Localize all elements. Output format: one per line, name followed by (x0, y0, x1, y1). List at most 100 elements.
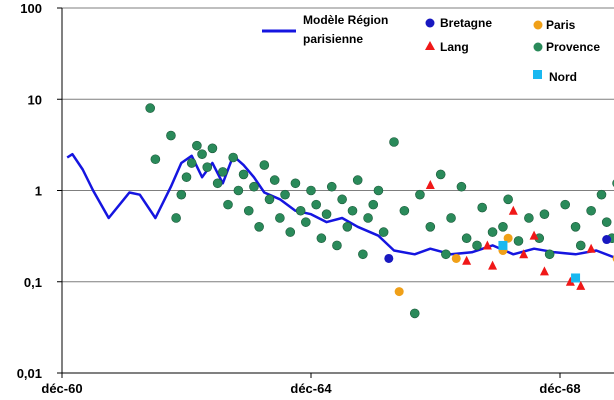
legend-nord-label: Nord (549, 70, 577, 84)
provence-point (441, 249, 451, 260)
provence-point (487, 227, 498, 237)
x-tick-label: déc-68 (539, 381, 580, 396)
lang-point (488, 260, 498, 270)
provence-point (171, 213, 181, 223)
legend-model-label-line1: Modèle Région (303, 13, 388, 27)
provence-point (415, 189, 425, 200)
lang-point (425, 179, 435, 189)
legend-lang-marker (425, 41, 435, 50)
provence-point (223, 199, 233, 210)
legend: Modèle Région parisienne Bretagne Paris … (262, 13, 600, 84)
provence-point (145, 103, 155, 113)
provence-point (192, 140, 202, 151)
provence-point (197, 149, 207, 159)
provence-point (575, 240, 586, 251)
provence-point (238, 169, 249, 180)
provence-point (228, 152, 238, 163)
y-tick-label: 0,01 (17, 366, 42, 381)
paris-point (503, 233, 513, 243)
lang-point (462, 255, 472, 265)
provence-point (378, 227, 389, 237)
provence-point (560, 199, 570, 210)
provence-point (399, 205, 410, 216)
provence-point (363, 213, 373, 223)
scatter-points (145, 103, 614, 319)
provence-point (347, 205, 358, 216)
provence-point (233, 185, 244, 196)
provence-point (285, 227, 296, 237)
provence-point (456, 181, 467, 192)
legend-provence-label: Provence (546, 40, 600, 54)
provence-point (176, 189, 187, 200)
nord-point (498, 240, 508, 250)
bretagne-point (602, 235, 612, 245)
provence-point (259, 160, 270, 170)
provence-point (218, 167, 228, 177)
provence-point (409, 308, 420, 319)
paris-point (451, 253, 461, 263)
provence-point (358, 249, 368, 260)
provence-point (212, 178, 223, 189)
paris-point (394, 287, 404, 297)
lang-point (482, 240, 492, 250)
provence-point (342, 222, 353, 232)
legend-lang-label: Lang (440, 40, 469, 54)
provence-point (311, 199, 321, 210)
provence-point (539, 209, 550, 219)
provence-point (596, 189, 607, 200)
provence-point (280, 189, 290, 200)
x-tick-label: déc-64 (290, 381, 332, 396)
legend-paris-label: Paris (546, 18, 576, 32)
provence-point (186, 158, 197, 168)
provence-point (249, 181, 259, 192)
legend-provence-marker (533, 42, 543, 52)
provence-point (269, 175, 280, 185)
provence-point (181, 172, 192, 182)
provence-point (503, 194, 513, 205)
provence-point (586, 205, 596, 216)
provence-point (150, 154, 161, 165)
provence-point (368, 199, 379, 210)
gridlines (62, 7, 614, 283)
provence-point (275, 213, 285, 223)
lang-point (539, 266, 549, 276)
provence-point (207, 143, 218, 154)
provence-point (332, 240, 342, 251)
axes (57, 7, 614, 378)
provence-point (435, 169, 446, 180)
provence-point (461, 233, 472, 244)
provence-point (202, 162, 213, 173)
lang-point (576, 280, 586, 290)
provence-point (254, 222, 264, 232)
provence-point (389, 137, 399, 147)
provence-point (477, 202, 487, 213)
lang-point (565, 276, 575, 286)
x-tick-label: déc-60 (41, 381, 82, 396)
provence-point (373, 185, 384, 196)
bretagne-point (384, 253, 394, 263)
lang-point (508, 205, 518, 215)
provence-point (166, 130, 176, 141)
y-tick-label: 10 (28, 92, 42, 107)
y-tick-label: 100 (20, 1, 42, 16)
provence-point (524, 213, 534, 223)
legend-bretagne-label: Bretagne (440, 16, 492, 30)
lang-point (529, 230, 539, 240)
provence-point (243, 205, 254, 216)
provence-point (352, 175, 363, 185)
y-tick-labels: 0,01 0,1 1 10 100 (17, 1, 42, 381)
provence-point (295, 205, 306, 216)
provence-point (337, 194, 347, 205)
provence-point (316, 233, 327, 244)
provence-point (544, 249, 555, 260)
provence-point (472, 240, 482, 251)
lang-point (586, 243, 596, 253)
model-line (66, 152, 614, 259)
y-tick-label: 0,1 (24, 275, 42, 290)
lang-point (519, 249, 529, 259)
provence-point (326, 181, 337, 192)
provence-point (570, 222, 581, 232)
provence-point (290, 178, 301, 189)
